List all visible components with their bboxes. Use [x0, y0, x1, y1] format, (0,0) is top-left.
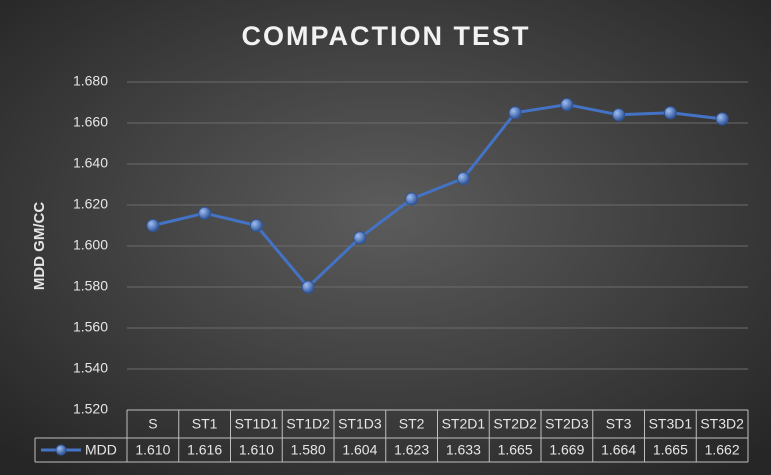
table-value: 1.665 [653, 442, 688, 458]
x-tick-label: ST2D1 [442, 416, 486, 432]
marker [301, 280, 315, 294]
y-tick-label: 1.600 [73, 237, 108, 253]
y-tick-label: 1.640 [73, 155, 108, 171]
x-tick-label: ST1D1 [235, 416, 279, 432]
x-tick-label: ST3D1 [649, 416, 693, 432]
table-value: 1.669 [549, 442, 584, 458]
legend-marker [55, 444, 67, 456]
chart-title: COMPACTION TEST [242, 21, 531, 51]
table-value: 1.580 [291, 442, 326, 458]
table-value: 1.604 [342, 442, 377, 458]
table-value: 1.665 [498, 442, 533, 458]
x-tick-label: ST1 [192, 416, 218, 432]
series-line [152, 103, 723, 289]
legend-label: MDD [85, 442, 117, 458]
marker [560, 98, 574, 112]
x-tick-label: ST3 [606, 416, 632, 432]
marker [456, 171, 470, 185]
y-tick-label: 1.660 [73, 114, 108, 130]
marker [353, 231, 367, 245]
marker [612, 108, 626, 122]
marker [663, 106, 677, 120]
table-value: 1.623 [394, 442, 429, 458]
x-tick-label: ST2 [399, 416, 425, 432]
table-value: 1.633 [446, 442, 481, 458]
table-value: 1.610 [135, 442, 170, 458]
x-tick-label: S [148, 416, 157, 432]
table-value: 1.662 [705, 442, 740, 458]
y-tick-label: 1.680 [73, 73, 108, 89]
x-tick-label: ST1D2 [286, 416, 330, 432]
y-axis-label: MDD GM/CC [31, 202, 48, 290]
x-tick-label: ST2D2 [493, 416, 537, 432]
x-tick-label: ST2D3 [545, 416, 589, 432]
table-value: 1.664 [601, 442, 636, 458]
x-tick-label: ST3D2 [700, 416, 744, 432]
marker [146, 219, 160, 232]
y-tick-label: 1.560 [73, 319, 108, 335]
marker [405, 192, 419, 206]
x-tick-label: ST1D3 [338, 416, 382, 432]
y-tick-label: 1.620 [73, 196, 108, 212]
marker [198, 206, 212, 220]
table-value: 1.616 [187, 442, 222, 458]
marker [249, 219, 263, 232]
marker [715, 112, 729, 126]
y-tick-label: 1.580 [73, 278, 108, 294]
y-tick-label: 1.540 [73, 360, 108, 376]
y-tick-label: 1.520 [73, 401, 108, 417]
table-value: 1.610 [239, 442, 274, 458]
marker [508, 106, 522, 120]
